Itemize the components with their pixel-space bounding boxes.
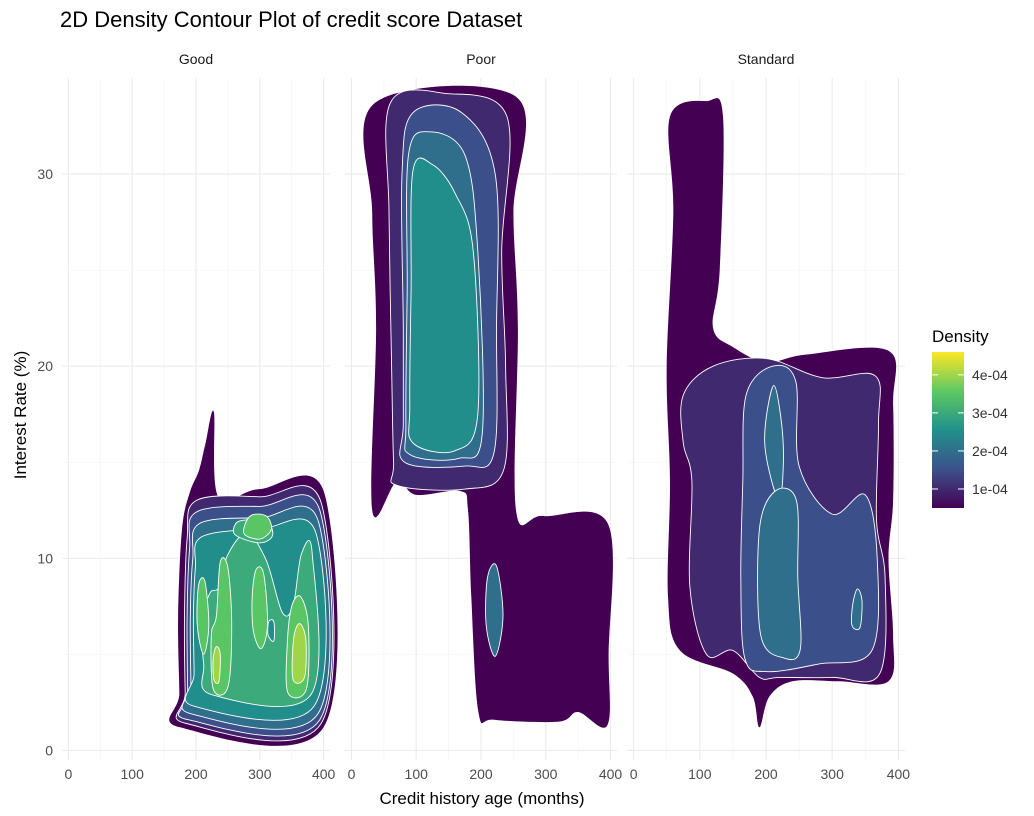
facet-panel-poor: Poor 0 100 200 300 400 — [345, 51, 622, 782]
x-tick-label: 0 — [348, 766, 356, 782]
y-tick-label: 0 — [45, 742, 53, 758]
x-tick-label: 200 — [184, 766, 208, 782]
y-tick-label: 10 — [37, 550, 53, 566]
legend-label: 2e-04 — [972, 443, 1008, 459]
legend-colorbar — [932, 352, 964, 508]
contour-band — [851, 588, 863, 631]
x-axis-title: Credit history age (months) — [379, 789, 584, 808]
x-tick-label: 300 — [821, 766, 845, 782]
x-tick-label: 300 — [534, 766, 558, 782]
contour-band — [243, 513, 272, 540]
facet-label-standard: Standard — [738, 51, 795, 67]
contour-band — [485, 563, 504, 657]
y-axis-title: Interest Rate (%) — [11, 351, 30, 480]
contour-band — [408, 157, 480, 454]
x-tick-label: 200 — [469, 766, 493, 782]
x-tick-label: 400 — [599, 766, 623, 782]
legend: Density 4e-04 3e-04 2e-04 1e-04 — [932, 327, 1008, 508]
contour-band — [757, 487, 802, 661]
chart-title: 2D Density Contour Plot of credit score … — [60, 7, 522, 32]
x-tick-label: 0 — [630, 766, 638, 782]
y-tick-label: 20 — [37, 358, 53, 374]
contour-band — [267, 619, 275, 642]
facet-panel-standard: Standard 0 100 200 300 400 — [627, 51, 910, 782]
contour-band — [196, 577, 210, 655]
x-tick-label: 100 — [688, 766, 712, 782]
x-tick-label: 0 — [64, 766, 72, 782]
x-tick-label: 200 — [754, 766, 778, 782]
x-tick-label: 100 — [405, 766, 429, 782]
legend-label: 4e-04 — [972, 367, 1008, 383]
x-tick-label: 400 — [312, 766, 336, 782]
legend-title: Density — [932, 327, 989, 346]
legend-label: 1e-04 — [972, 481, 1008, 497]
facet-label-good: Good — [179, 51, 213, 67]
x-tick-label: 100 — [121, 766, 145, 782]
contour-band — [212, 646, 221, 684]
facet-label-poor: Poor — [466, 51, 496, 67]
contour-band — [251, 566, 268, 650]
x-tick-label: 300 — [248, 766, 272, 782]
facet-panel-good: Good 0 100 200 300 400 — [62, 51, 338, 782]
contour-band — [291, 623, 307, 684]
legend-label: 3e-04 — [972, 405, 1008, 421]
x-tick-label: 400 — [887, 766, 911, 782]
y-tick-label: 30 — [37, 166, 53, 182]
